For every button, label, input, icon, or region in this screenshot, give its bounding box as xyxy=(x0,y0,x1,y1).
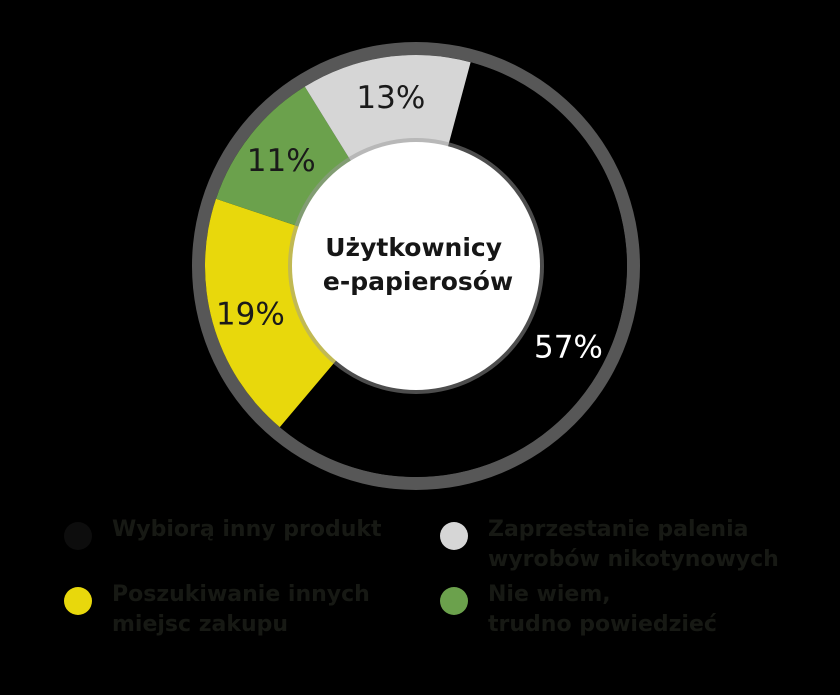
legend: Wybiorą inny produkt Zaprzestanie paleni… xyxy=(64,515,824,685)
legend-item: Poszukiwanie innych miejsc zakupu xyxy=(64,580,370,640)
legend-item: Nie wiem, trudno powiedzieć xyxy=(440,580,717,640)
legend-swatch xyxy=(440,522,468,550)
legend-item: Wybiorą inny produkt xyxy=(64,515,382,550)
legend-item: Zaprzestanie palenia wyrobów nikotynowyc… xyxy=(440,515,779,575)
legend-label: Nie wiem, trudno powiedzieć xyxy=(488,582,717,637)
slice-value-label: 19% xyxy=(216,296,285,332)
legend-swatch xyxy=(64,522,92,550)
slice-value-label: 13% xyxy=(356,80,425,116)
legend-swatch xyxy=(440,587,468,615)
legend-label: Zaprzestanie palenia wyrobów nikotynowyc… xyxy=(488,517,779,572)
legend-label: Poszukiwanie innych miejsc zakupu xyxy=(112,582,370,637)
slice-value-labels: 57% 19% 11% 13% xyxy=(216,80,603,366)
center-disc xyxy=(292,142,540,390)
center-label-line-2: e-papierosów xyxy=(323,267,513,296)
legend-label: Wybiorą inny produkt xyxy=(112,517,382,542)
donut-chart: 57% 19% 11% 13% Użytkownicy e-papierosów xyxy=(192,42,640,490)
slice-value-label: 57% xyxy=(534,330,603,366)
legend-swatch xyxy=(64,587,92,615)
center-label-line-1: Użytkownicy xyxy=(325,233,502,262)
center-label: Użytkownicy e-papierosów xyxy=(323,233,513,296)
slice-value-label: 11% xyxy=(247,143,316,179)
